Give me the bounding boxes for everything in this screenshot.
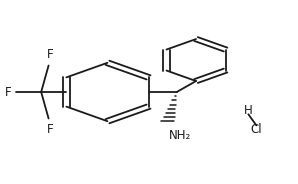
Text: NH₂: NH₂ (169, 128, 192, 141)
Text: Cl: Cl (251, 123, 262, 136)
Text: F: F (47, 123, 53, 136)
Text: F: F (47, 48, 53, 61)
Text: H: H (244, 104, 253, 117)
Text: F: F (5, 86, 12, 98)
